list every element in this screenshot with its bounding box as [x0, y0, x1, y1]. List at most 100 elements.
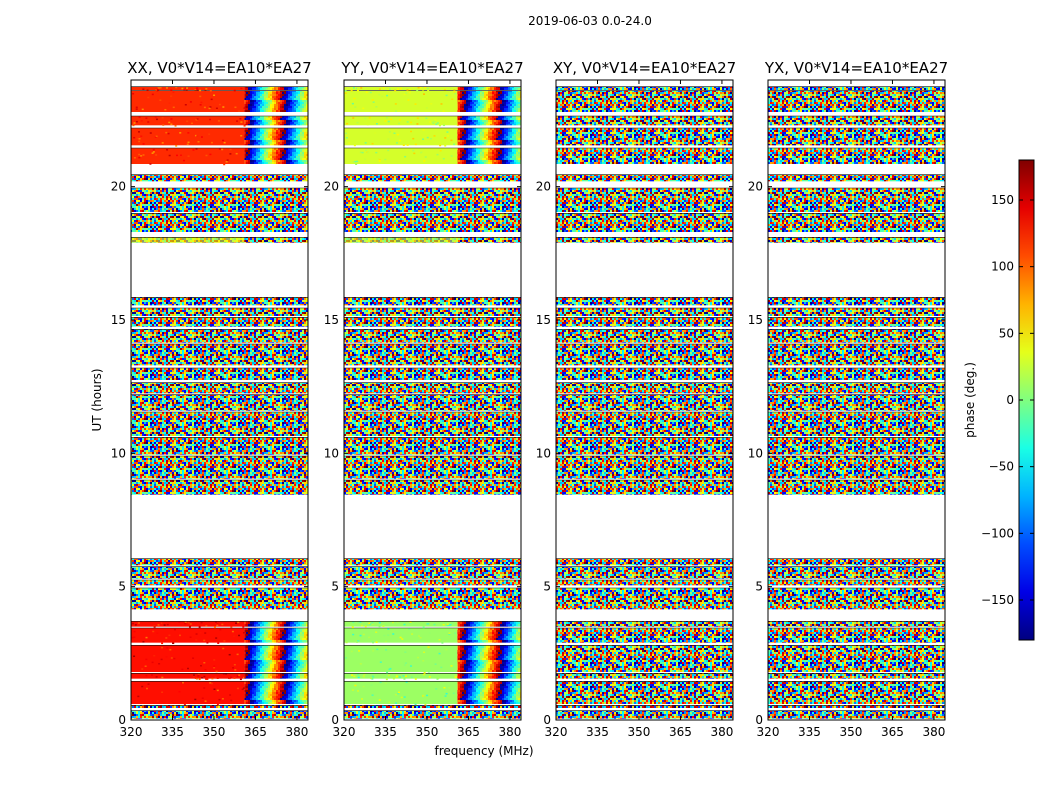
- phase-speckle: [445, 648, 448, 651]
- panel-frame: [555, 79, 734, 721]
- phase-fringe: [244, 128, 308, 146]
- phase-speckle: [197, 673, 200, 675]
- phase-block: [556, 480, 733, 495]
- phase-speckle: [196, 87, 199, 89]
- phase-speckle: [451, 622, 454, 624]
- phase-speckle: [398, 691, 401, 694]
- phase-speckle: [384, 158, 387, 161]
- phase-block: [344, 308, 521, 316]
- phase-speckle: [402, 675, 405, 677]
- phase-speckle: [385, 649, 388, 651]
- phase-speckle: [436, 153, 439, 156]
- phase-speckle: [357, 673, 360, 676]
- phase-block: [131, 213, 308, 232]
- x-tick-label: 335: [798, 725, 821, 739]
- phase-speckle: [425, 117, 428, 120]
- phase-speckle: [175, 86, 178, 89]
- phase-speckle: [352, 621, 355, 624]
- phase-speckle: [395, 110, 398, 112]
- phase-speckle: [414, 678, 417, 680]
- phase-speckle: [371, 678, 374, 680]
- phase-speckle: [233, 89, 236, 92]
- phase-speckle: [194, 134, 197, 137]
- colorbar-label: phase (deg.): [963, 362, 977, 438]
- phase-speckle: [379, 157, 382, 160]
- phase-speckle: [403, 696, 406, 698]
- phase-speckle: [240, 87, 243, 90]
- x-tick-label: 365: [669, 725, 692, 739]
- phase-block: [556, 297, 733, 306]
- phase-speckle: [236, 120, 239, 122]
- phase-speckle: [165, 702, 168, 704]
- phase-fringe: [457, 148, 521, 164]
- phase-speckle: [230, 699, 233, 702]
- phase-speckle: [168, 102, 171, 104]
- phase-speckle: [436, 678, 439, 680]
- phase-speckle: [240, 135, 243, 138]
- phase-speckle: [398, 119, 401, 121]
- phase-speckle: [375, 106, 378, 108]
- phase-speckle: [172, 106, 175, 109]
- phase-speckle: [387, 88, 390, 91]
- phase-fringe: [457, 645, 521, 672]
- phase-speckle: [145, 687, 148, 690]
- phase-speckle: [153, 654, 156, 657]
- phase-speckle: [409, 622, 412, 625]
- phase-speckle: [142, 143, 145, 145]
- phase-speckle: [203, 662, 206, 664]
- phase-speckle: [394, 693, 397, 696]
- phase-block: [768, 368, 945, 380]
- phase-speckle: [213, 665, 216, 667]
- phase-block: [556, 580, 733, 586]
- phase-block: [344, 90, 458, 112]
- phase-speckle: [203, 675, 206, 678]
- phase-block: [556, 705, 733, 708]
- phase-speckle: [406, 121, 409, 123]
- phase-block: [131, 128, 245, 146]
- phase-speckle: [182, 159, 185, 162]
- phase-fringe: [244, 645, 308, 672]
- phase-speckle: [450, 87, 453, 90]
- phase-block: [768, 317, 945, 327]
- phase-block: [768, 148, 945, 164]
- phase-speckle: [443, 686, 446, 689]
- y-tick-label: 5: [543, 580, 551, 594]
- panel-2: YY, V0*V14=EA10*EA27 320 335 350 365 380 0 5 10 1…: [324, 59, 524, 739]
- phase-speckle: [223, 163, 226, 166]
- phase-speckle: [387, 138, 390, 140]
- phase-speckle: [423, 671, 426, 674]
- phase-speckle: [387, 634, 390, 636]
- phase-block: [556, 317, 733, 327]
- phase-speckle: [204, 669, 207, 671]
- phase-speckle: [238, 674, 241, 676]
- phase-speckle: [437, 677, 440, 679]
- phase-block: [131, 394, 308, 411]
- phase-speckle: [385, 640, 388, 643]
- x-tick-label: 350: [628, 725, 651, 739]
- phase-speckle: [344, 89, 347, 92]
- phase-speckle: [209, 682, 212, 684]
- phase-speckle: [135, 120, 138, 123]
- panel-1: XX, V0*V14=EA10*EA27 320 335 350 365 380 0 5 10 1…: [111, 59, 312, 739]
- phase-block: [768, 116, 945, 126]
- phase-speckle: [221, 623, 224, 626]
- phase-block: [768, 558, 945, 566]
- phase-speckle: [200, 621, 203, 624]
- phase-speckle: [132, 93, 135, 95]
- phase-speckle: [243, 687, 246, 689]
- phase-block: [768, 580, 945, 586]
- phase-speckle: [230, 87, 233, 89]
- phase-speckle: [175, 145, 178, 147]
- phase-speckle: [141, 108, 144, 111]
- phase-speckle: [209, 106, 212, 108]
- phase-speckle: [372, 650, 375, 652]
- phase-speckle: [371, 675, 374, 677]
- x-tick-label: 365: [457, 725, 480, 739]
- y-tick-label: 0: [543, 713, 551, 727]
- phase-speckle: [201, 697, 204, 699]
- phase-block: [556, 673, 733, 679]
- phase-speckle: [372, 641, 375, 644]
- phase-speckle: [195, 633, 198, 635]
- colorbar-tick-label: 150: [991, 193, 1014, 207]
- phase-speckle: [356, 160, 359, 163]
